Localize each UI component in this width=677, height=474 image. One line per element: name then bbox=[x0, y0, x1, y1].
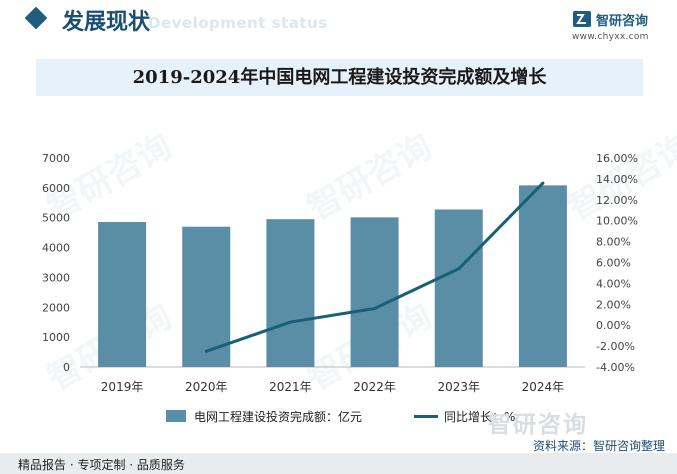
y-left-tick-label: 3000 bbox=[42, 271, 70, 284]
footer-slogan: 精品报告 · 专项定制 · 品质服务 bbox=[18, 458, 185, 472]
line-point bbox=[373, 306, 377, 310]
legend-swatch-line bbox=[414, 415, 438, 418]
y-right-tick-label: -4.00% bbox=[596, 361, 635, 374]
y-left-tick-label: 5000 bbox=[42, 212, 70, 225]
bar bbox=[182, 226, 231, 367]
y-left-tick-label: 0 bbox=[63, 361, 70, 374]
y-right-tick-label: -2.00% bbox=[596, 340, 635, 353]
legend-label-line: 同比增长：% bbox=[444, 410, 516, 424]
x-tick-label: 2023年 bbox=[437, 380, 480, 394]
y-right-tick-label: 10.00% bbox=[596, 215, 638, 228]
line-point bbox=[288, 320, 292, 324]
brand-logo[interactable]: 智研咨询 www.chyxx.com bbox=[572, 9, 662, 43]
x-tick-label: 2021年 bbox=[269, 380, 312, 394]
y-right-tick-label: 8.00% bbox=[596, 236, 631, 249]
bar bbox=[518, 185, 567, 367]
brand-watermark-text: 智研咨询 bbox=[488, 412, 588, 438]
brand-url[interactable]: www.chyxx.com bbox=[572, 32, 649, 42]
page-title: 发展现状 bbox=[62, 9, 151, 35]
y-left-tick-label: 7000 bbox=[42, 152, 70, 165]
x-tick-label: 2024年 bbox=[522, 380, 565, 394]
brand-logo-icon bbox=[573, 11, 591, 27]
line-point bbox=[541, 181, 545, 185]
bar bbox=[350, 217, 399, 367]
source-label: 资料来源： bbox=[532, 439, 593, 453]
chart-title-banner: 2019-2024年中国电网工程建设投资完成额及增长 bbox=[36, 59, 643, 96]
y-left-tick-label: 2000 bbox=[42, 301, 70, 314]
bar bbox=[266, 219, 315, 367]
y-left-tick-label: 1000 bbox=[42, 331, 70, 344]
y-right-tick-label: 0.00% bbox=[596, 319, 631, 332]
y-left-tick-label: 4000 bbox=[42, 242, 70, 255]
brand-name: 智研咨询 bbox=[596, 14, 649, 29]
source-value: 智研咨询整理 bbox=[592, 439, 665, 453]
line-point bbox=[204, 349, 208, 353]
footer-bar: 精品报告 · 专项定制 · 品质服务 bbox=[0, 453, 677, 474]
header: Development status 发展现状 智研咨询 www.chyxx.c… bbox=[0, 0, 677, 48]
x-tick-label: 2020年 bbox=[185, 380, 228, 394]
header-ghost-text: Development status bbox=[148, 14, 328, 32]
legend-label-bar: 电网工程建设投资完成额：亿元 bbox=[194, 410, 363, 424]
y-right-tick-label: 2.00% bbox=[596, 298, 631, 311]
source-note: 资料来源：智研咨询整理 bbox=[533, 437, 665, 454]
line-point bbox=[457, 267, 461, 271]
legend-swatch-bar bbox=[166, 410, 186, 422]
bar bbox=[434, 209, 483, 367]
y-right-tick-label: 6.00% bbox=[596, 257, 631, 270]
x-tick-label: 2022年 bbox=[353, 380, 396, 394]
y-left-tick-label: 6000 bbox=[42, 182, 70, 195]
y-right-tick-label: 12.00% bbox=[596, 194, 638, 207]
chart-title: 2019-2024年中国电网工程建设投资完成额及增长 bbox=[132, 67, 547, 88]
y-right-tick-label: 4.00% bbox=[596, 277, 631, 290]
y-right-tick-label: 14.00% bbox=[596, 173, 638, 186]
bar bbox=[98, 222, 147, 367]
x-tick-label: 2019年 bbox=[101, 380, 144, 394]
y-right-tick-label: 16.00% bbox=[596, 152, 638, 165]
